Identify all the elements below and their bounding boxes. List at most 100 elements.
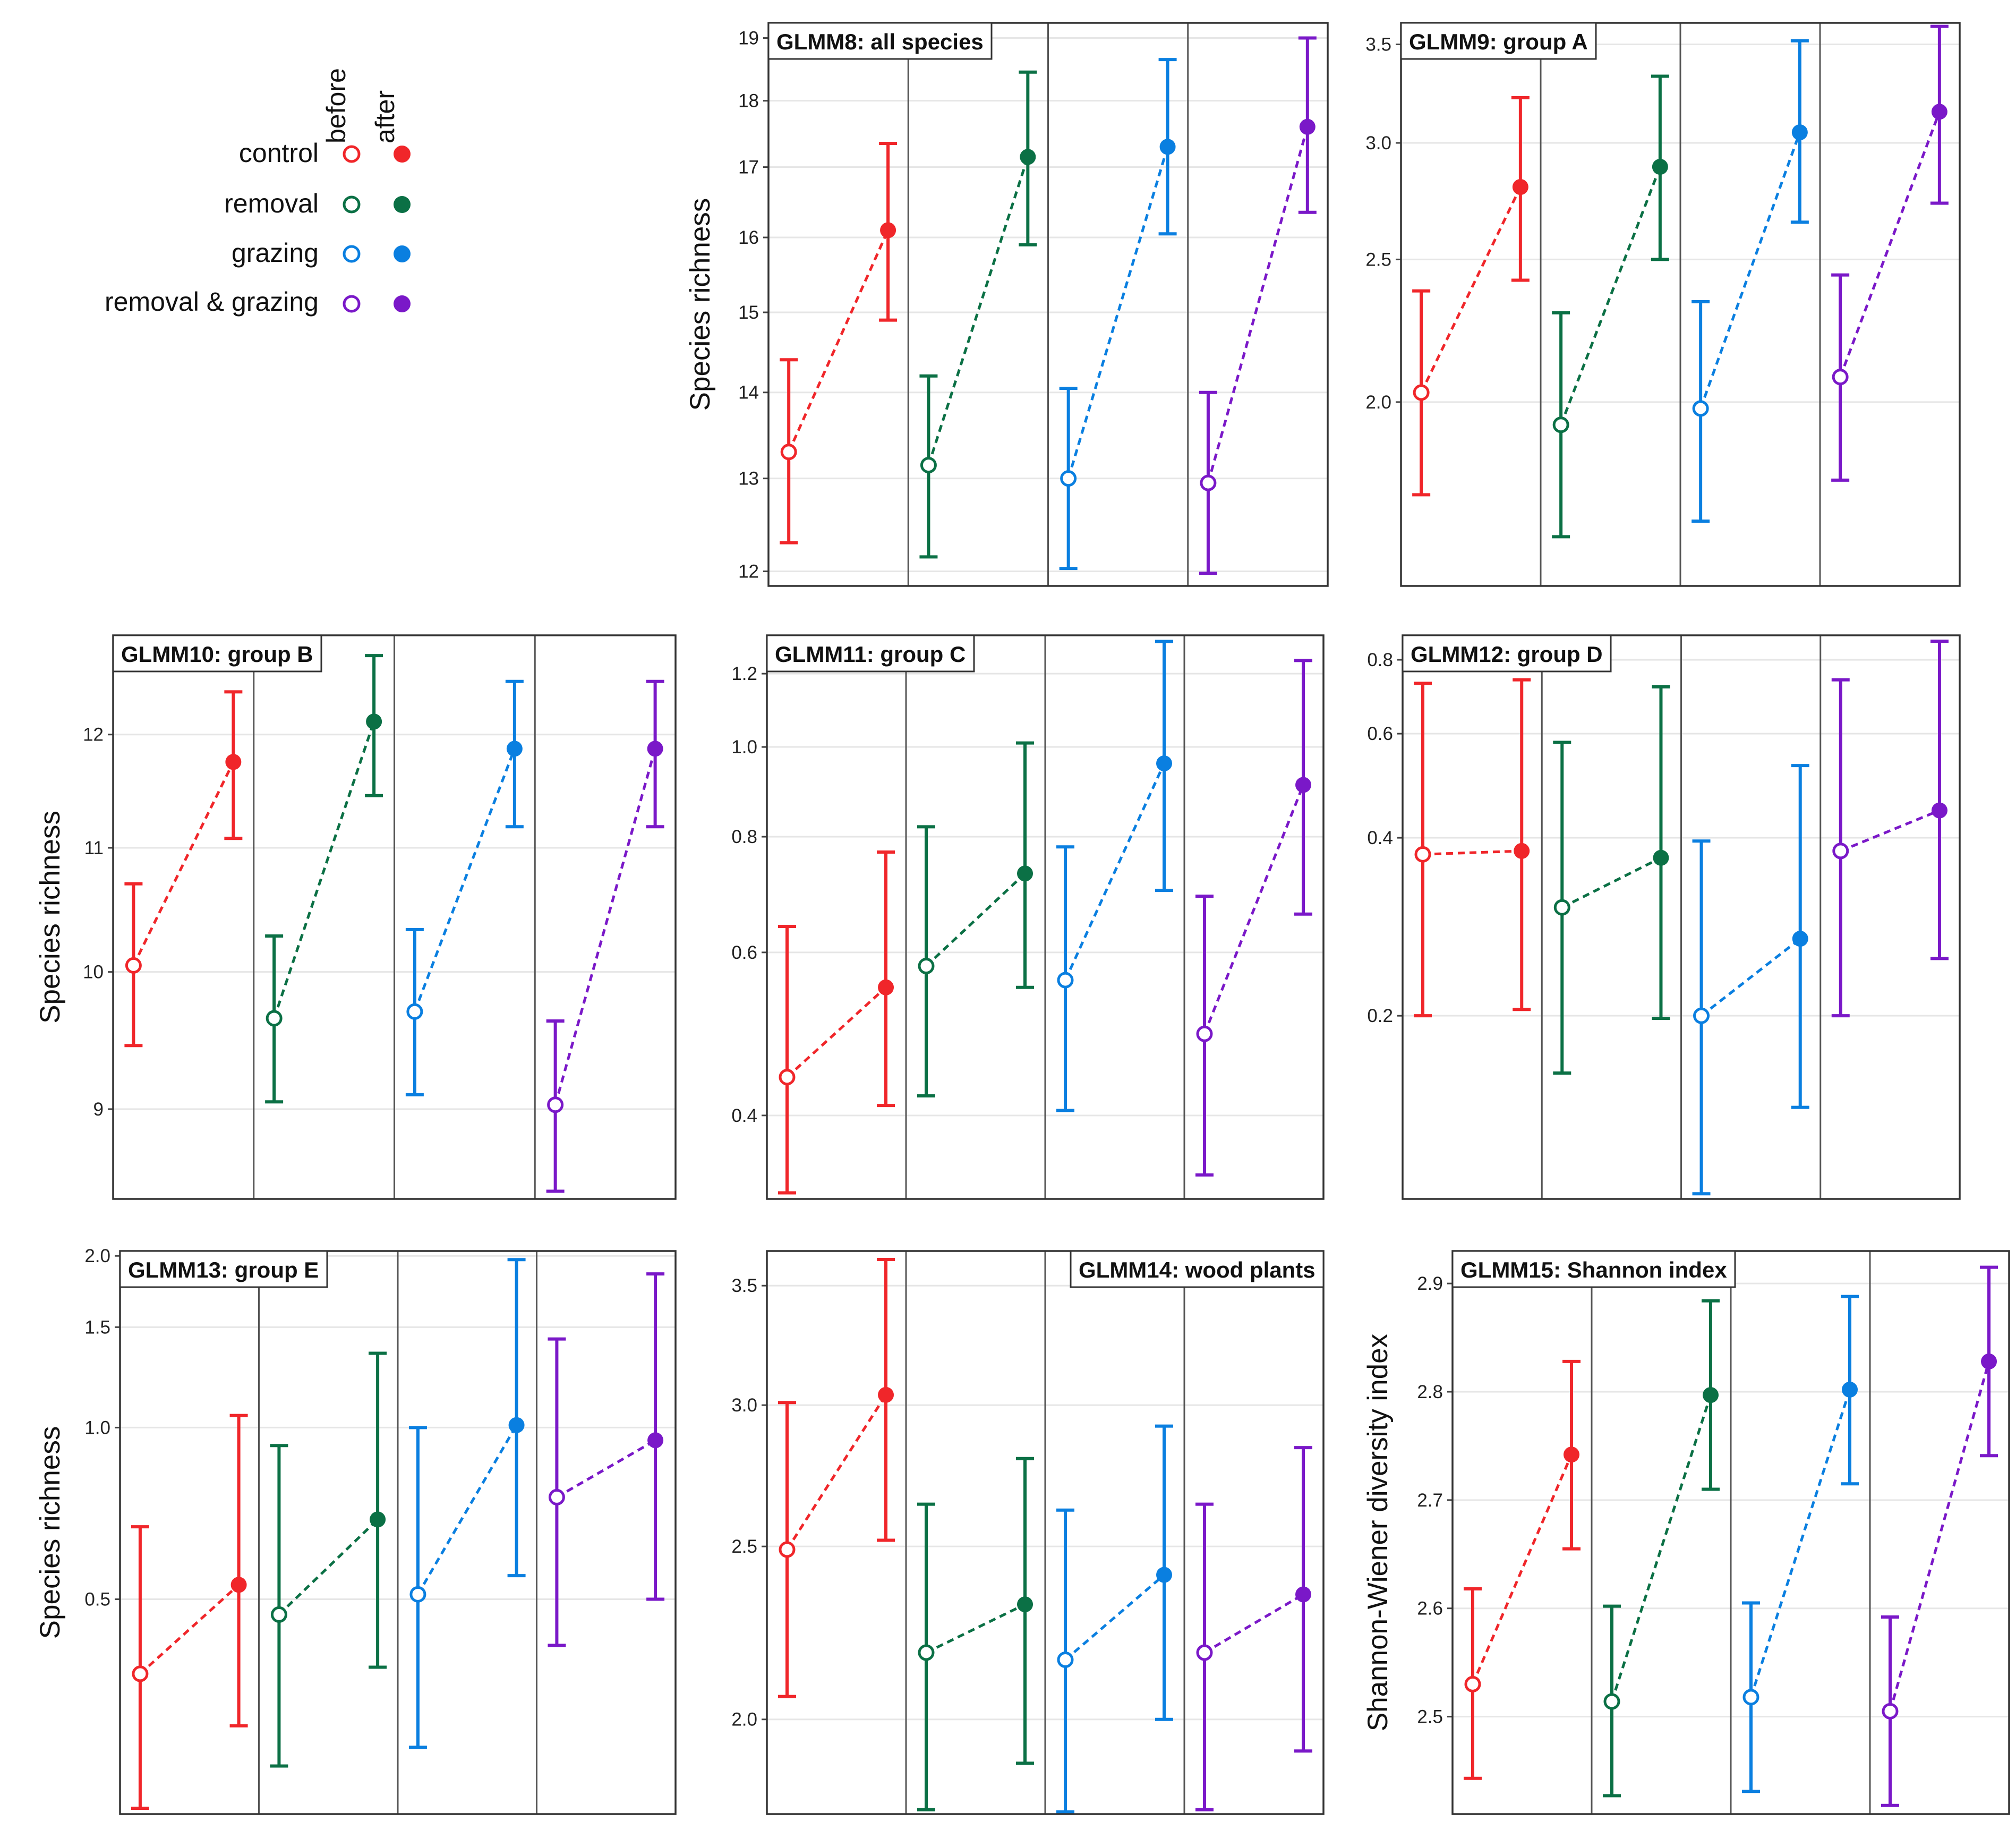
series-control [131, 1414, 248, 1810]
connector-grazing [1064, 1573, 1165, 1661]
series-removal [265, 654, 383, 1104]
point-removal-before [918, 1644, 935, 1661]
series-removal [917, 741, 1035, 1097]
point-removal-before [270, 1606, 287, 1623]
connector-removal-grazing [1889, 1361, 1991, 1712]
y-tick-label: 2.6 [1417, 1598, 1443, 1619]
connector-removal [1561, 856, 1662, 909]
y-tick-label: 2.5 [1365, 249, 1391, 270]
point-grazing-before [1060, 470, 1077, 487]
connector-removal [927, 156, 1029, 466]
y-tick-label: 2.8 [1417, 1382, 1443, 1402]
point-control-before [779, 1069, 796, 1086]
panel-frame [119, 1250, 677, 1815]
connector-removal-grazing [1203, 1593, 1304, 1654]
legend-marker-removal-grazing-before [343, 295, 361, 313]
point-removal-after [1652, 158, 1668, 175]
y-tick-label: 2.9 [1417, 1273, 1443, 1294]
connector-removal-grazing [556, 1439, 656, 1499]
point-removal-grazing-after [647, 741, 663, 757]
series-removal [917, 1457, 1035, 1811]
y-tick-label: 16 [738, 227, 759, 248]
series-removal-grazing [548, 1272, 665, 1647]
series-grazing [405, 679, 524, 1096]
series-removal-grazing [1881, 1265, 1998, 1807]
series-grazing [1059, 58, 1177, 571]
point-removal-grazing-before [1196, 1025, 1213, 1042]
y-tick-label: 12 [83, 725, 104, 745]
panel-title-box [1451, 1250, 1736, 1288]
series-removal-grazing [1831, 640, 1949, 1018]
point-removal-grazing-after [1295, 1586, 1312, 1603]
point-removal-grazing-before [1200, 474, 1217, 491]
point-control-after [1512, 179, 1528, 195]
point-removal-grazing-before [1196, 1644, 1213, 1661]
connector-control [785, 1394, 887, 1551]
legend-marker-removal-after [394, 196, 411, 213]
y-tick-label: 0.6 [1367, 724, 1393, 744]
y-tick-label: 12 [738, 561, 759, 582]
legend-label-removal: removal [224, 189, 319, 218]
legend-column-label-before: before [321, 68, 351, 143]
y-tick-label: 2.5 [1417, 1707, 1443, 1728]
series-removal-grazing [546, 679, 664, 1193]
panel-title-box [112, 634, 322, 673]
panel-title: GLMM14: wood plants [1079, 1257, 1315, 1282]
connector-grazing [413, 748, 516, 1012]
connector-control [786, 986, 887, 1078]
connector-removal-grazing [1840, 809, 1940, 853]
connector-control [1422, 849, 1522, 856]
legend-label-removal-grazing: removal & grazing [105, 287, 319, 317]
point-control-after [1564, 1446, 1580, 1463]
series-grazing [408, 1258, 526, 1749]
point-grazing-after [1792, 931, 1808, 947]
y-tick-label: 0.2 [1367, 1006, 1393, 1026]
y-tick-label: 10 [83, 962, 104, 983]
point-grazing-before [409, 1586, 426, 1603]
y-tick-label: 15 [738, 302, 759, 323]
point-removal-after [1020, 149, 1036, 165]
point-removal-before [918, 958, 935, 975]
y-axis-label: Species richness [35, 1426, 66, 1639]
connector-control [787, 229, 890, 453]
y-axis-label: Species richness [685, 198, 716, 411]
y-tick-label: 1.0 [84, 1417, 110, 1438]
series-grazing [1692, 39, 1809, 523]
point-removal-after [1017, 1596, 1033, 1613]
point-grazing-after [1156, 1567, 1173, 1583]
point-removal-before [1603, 1693, 1620, 1710]
point-removal-after [1703, 1387, 1719, 1403]
point-grazing-before [1057, 1651, 1074, 1668]
y-tick-label: 14 [738, 382, 759, 403]
panel-frame [1400, 22, 1961, 587]
point-grazing-after [1159, 139, 1176, 155]
y-tick-label: 0.4 [731, 1105, 757, 1126]
connector-removal-grazing [1207, 126, 1309, 483]
connector-control [132, 761, 235, 966]
connector-removal [1610, 1394, 1712, 1702]
point-grazing-after [1842, 1381, 1858, 1398]
point-grazing-before [1742, 1689, 1759, 1706]
series-control [1412, 96, 1530, 497]
panel-glmm12: 0.2 0.4 0.6 0.8 GLMM12: group D [1367, 634, 1961, 1200]
legend-marker-grazing-after [394, 245, 411, 262]
connector-grazing [1700, 938, 1801, 1017]
series-control [1463, 1359, 1581, 1780]
y-tick-label: 19 [738, 28, 759, 49]
point-removal-grazing-after [1299, 118, 1315, 135]
point-removal-grazing-before [1832, 843, 1849, 860]
point-removal-grazing-before [547, 1096, 564, 1113]
point-grazing-before [1692, 400, 1709, 417]
point-grazing-before [1693, 1007, 1710, 1024]
y-tick-label: 2.5 [731, 1536, 757, 1557]
y-tick-label: 3.0 [1365, 133, 1391, 154]
chart-panels: 12 13 14 15 16 17 18 19 GLMM8: all species Specie… [35, 22, 2010, 1815]
point-control-after [878, 1386, 894, 1403]
y-tick-label: 0.6 [731, 942, 757, 963]
point-removal-grazing-after [1295, 777, 1312, 793]
y-tick-label: 2.7 [1417, 1490, 1443, 1511]
series-grazing [1056, 1424, 1174, 1814]
point-control-before [125, 957, 142, 974]
point-removal-after [1653, 849, 1669, 866]
panel-frame [112, 634, 677, 1200]
